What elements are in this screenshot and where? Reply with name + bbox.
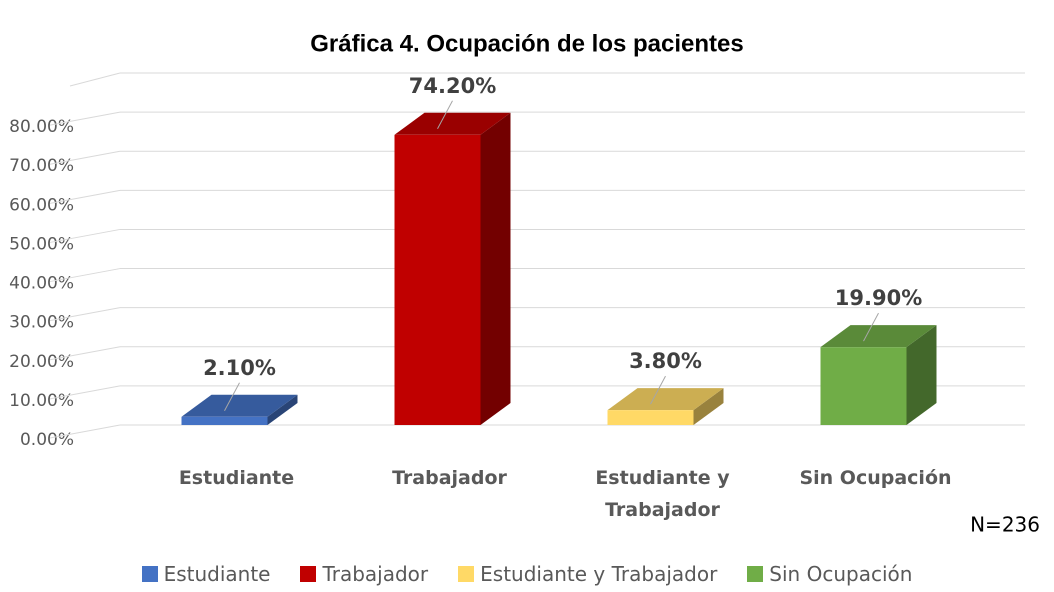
y-tick-label: 80.00% bbox=[9, 117, 74, 137]
wall-edge bbox=[69, 72, 121, 87]
bar-top bbox=[394, 112, 511, 135]
value-label: 74.20% bbox=[409, 74, 496, 98]
value-label: 19.90% bbox=[835, 286, 922, 310]
annotation: N=236 bbox=[970, 513, 1040, 537]
grid-line bbox=[49, 385, 121, 400]
legend-swatch bbox=[141, 566, 158, 582]
legend-swatch bbox=[747, 566, 764, 582]
chart-title: Gráfica 4. Ocupación de los pacientes bbox=[310, 30, 744, 57]
grid-line bbox=[49, 189, 121, 204]
legend-label: Trabajador bbox=[322, 562, 429, 586]
grid-line bbox=[49, 268, 121, 283]
y-tick-label: 70.00% bbox=[9, 156, 74, 176]
grid-line bbox=[49, 150, 121, 165]
bar bbox=[181, 416, 268, 425]
leader-line bbox=[650, 375, 666, 405]
grid-line bbox=[49, 424, 121, 439]
bar bbox=[394, 134, 481, 425]
legend: Estudiante Trabajador Estudiante y Trabaja… bbox=[0, 562, 1054, 586]
value-label: 2.10% bbox=[203, 356, 276, 380]
y-tick-label: 30.00% bbox=[9, 313, 74, 333]
legend-item: Sin Ocupación bbox=[747, 562, 912, 586]
x-tick-label: Trabajador bbox=[392, 467, 507, 489]
legend-label: Estudiante bbox=[163, 562, 271, 586]
legend-label: Sin Ocupación bbox=[769, 562, 913, 586]
y-tick-label: 0.00% bbox=[20, 430, 74, 450]
y-tick-label: 40.00% bbox=[9, 274, 74, 294]
bar bbox=[820, 347, 907, 425]
x-tick-label: Sin Ocupación bbox=[799, 467, 952, 489]
grid-line bbox=[49, 111, 121, 126]
grid-line bbox=[49, 346, 121, 361]
y-tick-label: 50.00% bbox=[9, 234, 74, 254]
bar-side bbox=[906, 325, 937, 425]
leader-line bbox=[437, 100, 453, 130]
bar-top bbox=[820, 325, 937, 348]
grid-line bbox=[49, 228, 121, 243]
y-tick-label: 60.00% bbox=[9, 195, 74, 215]
leader-line bbox=[863, 312, 879, 342]
legend-swatch bbox=[300, 566, 317, 582]
bar-top bbox=[607, 388, 724, 411]
bar-top bbox=[181, 394, 298, 417]
leader-line bbox=[224, 382, 240, 412]
legend-item: Estudiante bbox=[141, 562, 271, 586]
legend-label: Estudiante y Trabajador bbox=[480, 562, 718, 586]
bar-side bbox=[480, 112, 511, 425]
y-tick-label: 10.00% bbox=[9, 391, 74, 411]
y-tick-label: 20.00% bbox=[9, 352, 74, 372]
value-label: 3.80% bbox=[629, 349, 702, 373]
legend-item: Trabajador bbox=[300, 562, 428, 586]
x-tick-label: Estudiante y Trabajador bbox=[595, 467, 730, 521]
legend-swatch bbox=[458, 566, 475, 582]
bar bbox=[607, 410, 694, 425]
bar-side bbox=[693, 388, 724, 425]
grid-line bbox=[49, 307, 121, 322]
legend-item: Estudiante y Trabajador bbox=[458, 562, 717, 586]
bar-side bbox=[267, 394, 298, 425]
x-tick-label: Estudiante bbox=[178, 467, 295, 489]
